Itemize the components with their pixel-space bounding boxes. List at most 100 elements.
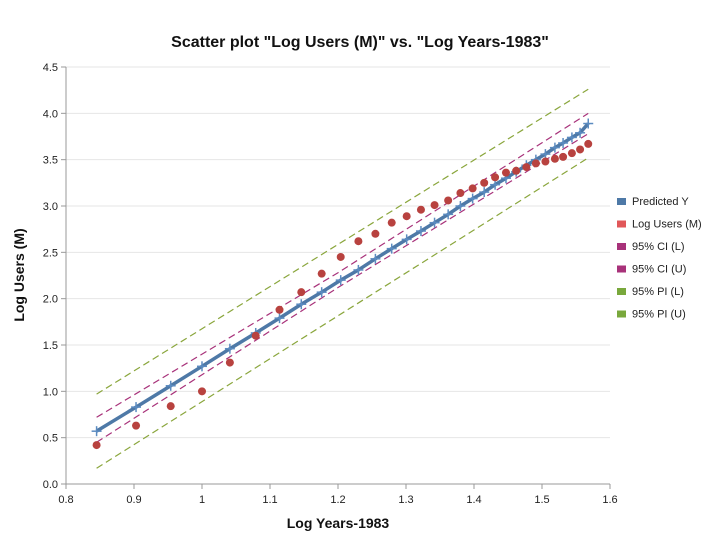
series-line-95-ci-u <box>96 112 589 418</box>
data-point <box>132 421 141 430</box>
grid-layer <box>66 66 610 485</box>
legend-item-predicted-y: Predicted Y <box>617 196 689 208</box>
x-tick-label: 1.5 <box>534 494 549 506</box>
chart-title: Scatter plot "Log Users (M)" vs. "Log Ye… <box>171 34 549 51</box>
legend-label: 95% PI (U) <box>632 309 686 321</box>
predicted-point-marker <box>490 179 501 190</box>
predicted-point-marker <box>165 380 176 391</box>
series-layer <box>91 88 594 469</box>
legend-item-95-ci-l: 95% CI (L) <box>617 241 685 253</box>
predicted-point-marker <box>479 187 490 198</box>
y-tick-label: 1.0 <box>43 386 58 398</box>
legend-swatch <box>617 288 626 295</box>
data-point <box>251 331 260 340</box>
y-tick-label: 4.0 <box>43 108 58 120</box>
x-tick-label: 1.1 <box>262 494 277 506</box>
legend-swatch <box>617 220 626 228</box>
legend-swatch <box>617 198 626 205</box>
predicted-point-marker <box>429 217 440 228</box>
predicted-point-marker <box>401 234 412 245</box>
predicted-point-marker <box>443 209 454 220</box>
predicted-point-marker <box>353 264 364 275</box>
data-point <box>559 152 568 161</box>
predicted-point-marker <box>131 402 142 413</box>
data-point <box>166 402 175 411</box>
data-point <box>576 145 585 154</box>
predicted-point-marker <box>335 275 346 286</box>
legend: Predicted Y Log Users (M) 95% CI (L) 95% CI… <box>617 196 702 321</box>
predicted-point-marker <box>566 132 577 143</box>
data-point <box>297 288 306 297</box>
legend-swatch <box>617 243 626 250</box>
predicted-point-marker <box>575 127 586 138</box>
predicted-point-marker <box>316 287 327 298</box>
legend-label: Log Users (M) <box>632 219 702 231</box>
legend-label: 95% CI (U) <box>632 264 686 276</box>
x-tick-label: 0.8 <box>58 494 73 506</box>
y-axis-label: Log Users (M) <box>11 228 27 321</box>
predicted-point-marker <box>549 142 560 153</box>
data-point <box>480 178 489 187</box>
legend-label: Predicted Y <box>632 196 689 208</box>
legend-swatch <box>617 265 626 273</box>
predicted-point-marker <box>386 243 397 254</box>
data-point <box>402 212 411 221</box>
data-point <box>198 387 206 396</box>
legend-label: 95% PI (L) <box>632 286 684 298</box>
series-line-95-ci-l <box>96 133 589 443</box>
predicted-point-marker <box>415 226 426 237</box>
data-point <box>430 201 439 210</box>
data-point <box>225 358 234 367</box>
series-line-95-pi-l <box>96 157 589 469</box>
data-point <box>541 157 550 166</box>
data-point <box>387 218 396 227</box>
y-tick-label: 0.5 <box>43 433 58 445</box>
y-tick-label: 1.5 <box>43 340 58 352</box>
data-point <box>275 305 284 314</box>
data-point <box>522 163 531 172</box>
x-tick-label: 1.2 <box>330 494 345 506</box>
data-point <box>468 184 477 193</box>
predicted-point-marker <box>224 343 235 354</box>
predicted-point-marker <box>91 426 102 437</box>
data-point <box>531 159 540 168</box>
data-point <box>567 149 576 158</box>
data-point <box>456 189 465 198</box>
predicted-point-marker <box>370 253 381 264</box>
legend-item-log-users-m: Log Users (M) <box>617 219 702 231</box>
y-tick-label: 0.0 <box>43 479 58 491</box>
data-point <box>416 205 425 214</box>
data-point <box>371 229 380 238</box>
predicted-point-marker <box>558 137 569 148</box>
axes-layer: 0.0 0.5 1.0 1.5 2.0 2.5 3.0 3.5 4.0 4.5 0.8 0.9 1 1.1… <box>43 62 618 506</box>
y-tick-label: 3.5 <box>43 155 58 167</box>
predicted-point-marker <box>197 361 207 372</box>
predicted-point-marker <box>455 201 466 211</box>
predicted-point-marker <box>583 118 594 129</box>
data-point <box>317 269 326 278</box>
y-tick-label: 2.0 <box>43 294 58 306</box>
x-tick-label: 1 <box>199 494 205 506</box>
series-line-95-pi-u <box>96 88 589 395</box>
y-tick-label: 3.0 <box>43 201 58 213</box>
predicted-point-marker <box>467 193 478 204</box>
legend-label: 95% CI (L) <box>632 241 685 253</box>
predicted-point-marker <box>540 149 551 160</box>
data-point <box>501 168 510 177</box>
legend-item-95-ci-u: 95% CI (U) <box>617 264 686 276</box>
data-point <box>491 173 500 182</box>
x-tick-label: 1.4 <box>466 494 481 506</box>
x-tick-label: 1.6 <box>602 494 617 506</box>
y-tick-label: 4.5 <box>43 62 58 74</box>
data-point <box>354 237 363 246</box>
legend-item-95-pi-l: 95% PI (L) <box>617 286 684 298</box>
data-point <box>584 139 593 148</box>
x-tick-label: 1.3 <box>398 494 413 506</box>
predicted-point-marker <box>296 299 307 310</box>
x-tick-label: 0.9 <box>126 494 141 506</box>
data-point <box>550 154 559 163</box>
data-point <box>444 196 453 205</box>
predicted-point-marker <box>274 313 285 324</box>
